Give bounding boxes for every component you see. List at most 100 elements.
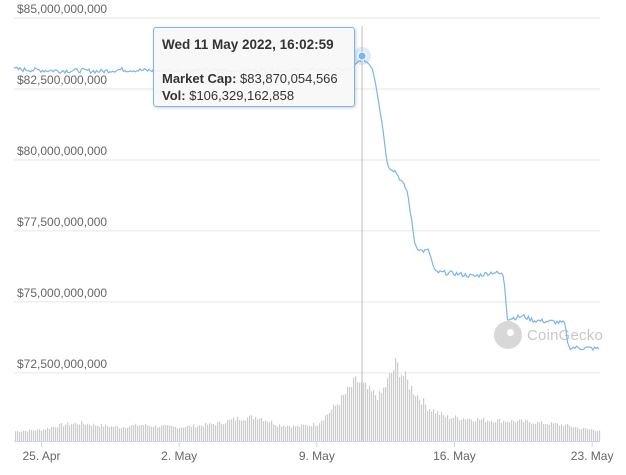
- volume-bar: [219, 421, 221, 441]
- volume-bar: [493, 422, 495, 441]
- volume-bar: [277, 426, 279, 441]
- volume-bar: [229, 419, 231, 441]
- volume-bar: [273, 424, 275, 441]
- volume-bar: [71, 424, 73, 441]
- tooltip-vol-row: Vol: $106,329,162,858: [162, 87, 346, 104]
- volume-bar: [259, 418, 261, 441]
- chart-tooltip: Wed 11 May 2022, 16:02:59 Market Cap: $8…: [153, 27, 355, 107]
- volume-bar: [215, 425, 217, 441]
- volume-bar: [531, 424, 533, 441]
- volume-bar: [197, 426, 199, 441]
- volume-bar: [427, 410, 429, 441]
- volume-bar: [499, 418, 501, 441]
- volume-bar: [267, 421, 269, 441]
- volume-bar: [241, 420, 243, 441]
- volume-bar: [355, 376, 357, 441]
- volume-bar: [591, 429, 593, 441]
- volume-bar: [51, 427, 53, 441]
- volume-bar: [55, 427, 57, 441]
- volume-bar: [151, 426, 153, 441]
- volume-bar: [419, 399, 421, 441]
- volume-bar: [53, 426, 55, 441]
- volume-bar: [83, 423, 85, 441]
- volume-bar: [393, 370, 395, 441]
- volume-bar: [447, 414, 449, 441]
- volume-bar: [385, 387, 387, 441]
- volume-bar: [421, 404, 423, 441]
- volume-bar: [557, 423, 559, 441]
- volume-bar: [275, 425, 277, 441]
- volume-bar: [513, 421, 515, 441]
- volume-bar: [17, 430, 19, 441]
- volume-bar: [289, 426, 291, 441]
- volume-bar: [135, 423, 137, 441]
- volume-bar: [563, 426, 565, 441]
- volume-bar: [511, 419, 513, 441]
- volume-bar: [149, 425, 151, 441]
- volume-bar: [107, 426, 109, 441]
- volume-bar: [153, 426, 155, 441]
- volume-bar: [339, 405, 341, 441]
- volume-bar: [343, 394, 345, 441]
- tooltip-market-cap-label: Market Cap:: [162, 71, 237, 86]
- volume-bar: [21, 431, 23, 441]
- volume-bar: [497, 419, 499, 441]
- volume-bar: [233, 417, 235, 441]
- volume-bar: [411, 385, 413, 441]
- volume-bar: [285, 426, 287, 441]
- volume-bar: [251, 415, 253, 441]
- x-tick-label: 23. May: [571, 449, 614, 463]
- volume-bar: [299, 426, 301, 441]
- volume-bar: [49, 428, 51, 441]
- volume-bar: [73, 423, 75, 441]
- volume-bar: [111, 426, 113, 441]
- volume-bar: [439, 414, 441, 441]
- volume-bar: [383, 387, 385, 441]
- volume-bar: [479, 419, 481, 441]
- volume-bar: [431, 411, 433, 441]
- volume-bar: [401, 374, 403, 441]
- volume-bar: [357, 382, 359, 441]
- volume-bar: [519, 419, 521, 441]
- volume-bar: [417, 394, 419, 441]
- x-tick-label: 2. May: [161, 449, 197, 463]
- volume-bar: [521, 419, 523, 441]
- volume-bar: [39, 429, 41, 441]
- volume-bar: [75, 422, 77, 441]
- volume-bar: [189, 425, 191, 441]
- volume-bar: [441, 412, 443, 441]
- volume-bar: [349, 386, 351, 441]
- volume-bar: [27, 431, 29, 441]
- volume-bar: [443, 415, 445, 441]
- volume-bar: [35, 430, 37, 441]
- volume-bar: [141, 424, 143, 441]
- volume-bar: [193, 424, 195, 441]
- volume-bar: [305, 424, 307, 441]
- volume-bar: [353, 377, 355, 441]
- volume-bar: [81, 421, 83, 441]
- volume-bar: [533, 423, 535, 441]
- volume-bar: [235, 420, 237, 441]
- coingecko-watermark: CoinGecko: [494, 319, 603, 351]
- volume-bar: [117, 426, 119, 441]
- volume-bar: [561, 424, 563, 441]
- volume-bar: [507, 421, 509, 441]
- volume-bar: [553, 423, 555, 441]
- volume-bar: [573, 427, 575, 441]
- volume-bar: [139, 425, 141, 441]
- volume-bar: [541, 421, 543, 441]
- volume-bar: [37, 429, 39, 441]
- volume-bar: [41, 430, 43, 441]
- volume-bar: [473, 421, 475, 441]
- volume-bar: [453, 417, 455, 441]
- y-tick-label: $85,000,000,000: [17, 2, 107, 16]
- volume-bar: [227, 420, 229, 441]
- gecko-logo-icon: [494, 321, 522, 349]
- y-tick-label: $72,500,000,000: [17, 357, 107, 371]
- volume-bar: [517, 420, 519, 441]
- volume-bar: [477, 418, 479, 441]
- volume-bar: [555, 422, 557, 441]
- volume-bar: [265, 420, 267, 441]
